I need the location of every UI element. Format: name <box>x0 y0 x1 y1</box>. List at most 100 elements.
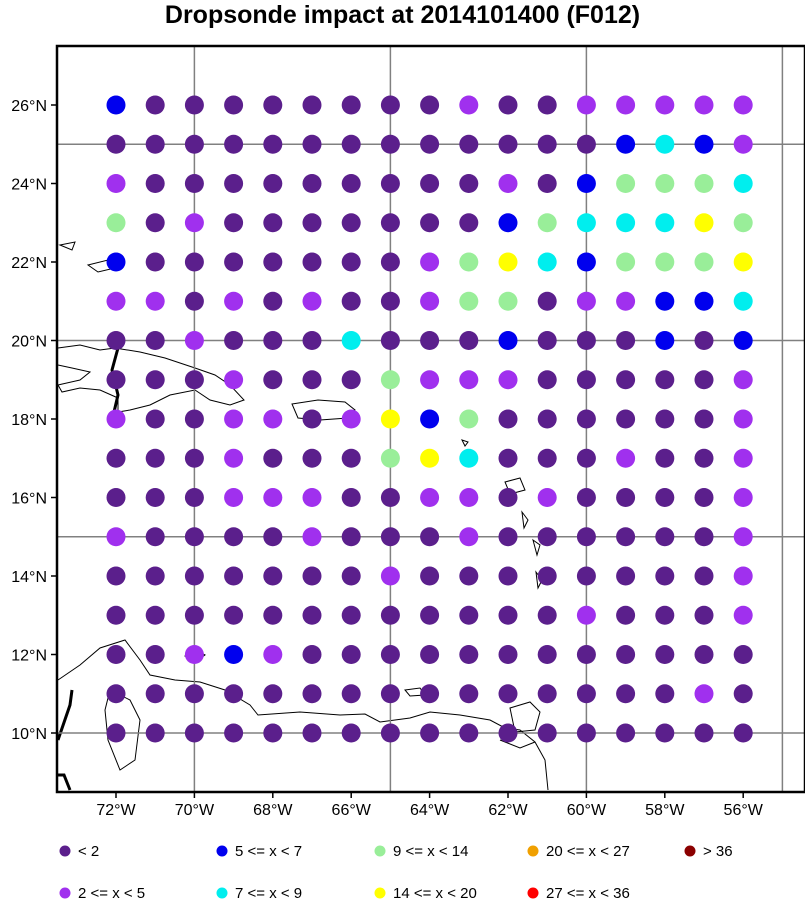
data-point <box>184 331 204 350</box>
data-point <box>733 684 753 704</box>
data-point <box>263 605 283 625</box>
data-point <box>576 645 596 664</box>
data-point <box>263 174 283 193</box>
data-point <box>145 95 165 115</box>
data-point <box>733 566 753 586</box>
data-point <box>616 174 636 193</box>
data-point <box>380 605 400 625</box>
data-point <box>341 409 361 429</box>
data-point <box>498 605 518 625</box>
lat-tick-label: 12°N <box>11 648 47 665</box>
data-point <box>733 95 753 115</box>
data-point <box>537 645 557 664</box>
data-point <box>224 370 244 390</box>
data-point <box>420 95 440 115</box>
data-point <box>694 174 714 193</box>
data-point <box>224 213 244 233</box>
data-point <box>106 448 126 468</box>
data-point <box>106 95 126 115</box>
data-point <box>145 527 165 547</box>
legend-swatch <box>374 887 386 899</box>
data-point <box>224 645 244 664</box>
data-point <box>380 213 400 233</box>
data-point <box>184 95 204 115</box>
coastline-lake <box>104 689 141 771</box>
data-point <box>733 213 753 233</box>
data-point <box>302 213 322 233</box>
data-point <box>380 527 400 547</box>
data-point <box>380 684 400 704</box>
data-point <box>302 605 322 625</box>
data-point <box>420 331 440 350</box>
data-point <box>224 527 244 547</box>
border-colombia-venezuela <box>56 689 74 791</box>
data-point <box>616 409 636 429</box>
data-point <box>341 605 361 625</box>
data-point <box>616 331 636 350</box>
legend-label: > 36 <box>703 843 733 860</box>
data-point <box>459 291 479 311</box>
data-point <box>733 409 753 429</box>
data-point <box>184 645 204 664</box>
data-point <box>302 409 322 429</box>
data-point <box>184 174 204 193</box>
data-point <box>263 252 283 272</box>
data-point <box>184 370 204 390</box>
data-point <box>224 409 244 429</box>
data-point <box>224 488 244 507</box>
data-point <box>145 723 165 743</box>
data-point <box>733 370 753 390</box>
data-point <box>459 331 479 350</box>
data-point <box>145 409 165 429</box>
data-point <box>184 134 204 154</box>
data-point <box>694 566 714 586</box>
data-point <box>694 488 714 507</box>
data-point <box>341 684 361 704</box>
data-point <box>655 174 675 193</box>
data-point <box>537 409 557 429</box>
data-point <box>380 95 400 115</box>
data-point <box>184 213 204 233</box>
lat-tick-label: 16°N <box>11 491 47 508</box>
data-point <box>616 213 636 233</box>
data-point <box>106 488 126 507</box>
data-point <box>380 370 400 390</box>
legend-swatch <box>216 887 228 899</box>
lat-tick-label: 10°N <box>11 726 47 743</box>
data-point <box>341 488 361 507</box>
lat-tick-label: 26°N <box>11 98 47 115</box>
data-point <box>263 448 283 468</box>
data-point <box>537 723 557 743</box>
data-point <box>616 645 636 664</box>
legend-swatch <box>374 845 386 857</box>
data-point <box>380 723 400 743</box>
data-point <box>302 291 322 311</box>
data-point <box>420 291 440 311</box>
data-points <box>106 95 753 743</box>
axis-ticks: 72°W 70°W 68°W 66°W 64°W 62°W 60°W 58°W 56°W 26°N… <box>11 98 763 819</box>
coastline-island-6 <box>532 538 541 557</box>
data-point <box>459 95 479 115</box>
data-point <box>263 370 283 390</box>
data-point <box>302 645 322 664</box>
data-point <box>537 134 557 154</box>
legend-swatch <box>684 845 696 857</box>
data-point <box>380 252 400 272</box>
data-point <box>106 409 126 429</box>
data-point <box>184 409 204 429</box>
data-point <box>655 409 675 429</box>
data-point <box>224 174 244 193</box>
data-point <box>576 213 596 233</box>
data-point <box>263 566 283 586</box>
data-point <box>498 291 518 311</box>
lat-tick-label: 22°N <box>11 255 47 272</box>
data-point <box>694 645 714 664</box>
data-point <box>498 527 518 547</box>
data-point <box>106 134 126 154</box>
data-point <box>302 684 322 704</box>
data-point <box>224 291 244 311</box>
data-point <box>145 370 165 390</box>
data-point <box>733 645 753 664</box>
data-point <box>459 684 479 704</box>
data-point <box>341 527 361 547</box>
